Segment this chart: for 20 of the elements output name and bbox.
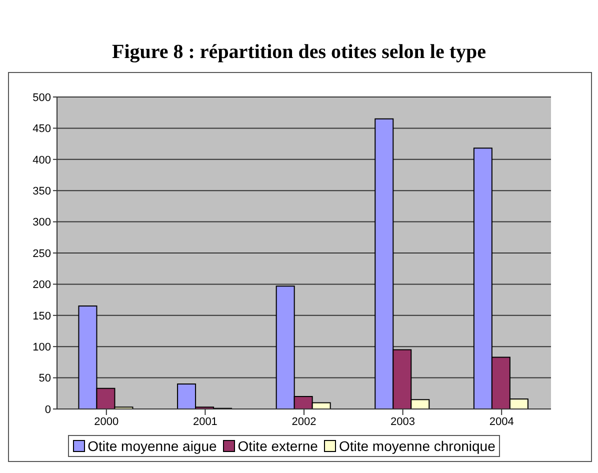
y-tick-label: 300	[32, 216, 51, 229]
y-tick-label: 450	[32, 123, 51, 136]
y-tick-label: 350	[32, 186, 51, 198]
y-tick-label: 100	[32, 342, 51, 354]
x-tick-label: 2003	[390, 416, 416, 428]
x-tick-label: 2004	[489, 416, 514, 428]
y-tick-label: 0	[44, 404, 51, 416]
y-tick-label: 50	[38, 372, 51, 385]
y-tick-label: 400	[32, 154, 51, 166]
legend-label: Otite moyenne chronique	[338, 438, 496, 454]
x-tick-label: 2002	[292, 416, 316, 428]
x-tick-label: 2000	[94, 416, 119, 428]
y-tick-label: 250	[32, 248, 51, 260]
y-tick-label: 150	[32, 310, 51, 322]
y-tick-label: 500	[32, 92, 51, 104]
y-tick-label: 200	[32, 279, 51, 292]
legend-label: Otite moyenne aigue	[88, 438, 217, 454]
chart-title: Figure 8 : répartition des otites selon le type	[110, 40, 487, 65]
legend-label: Otite externe	[238, 438, 318, 454]
x-tick-label: 2001	[192, 416, 218, 428]
